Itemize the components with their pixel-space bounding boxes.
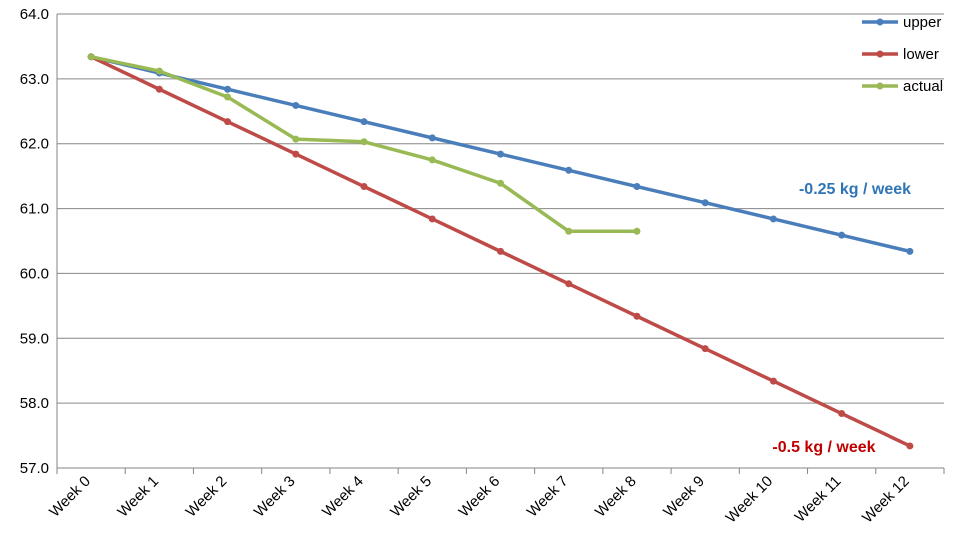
x-tick-label: Week 6 <box>456 473 504 521</box>
x-tick-label: Week 12 <box>859 473 913 527</box>
x-tick-label: Week 10 <box>723 473 777 527</box>
data-point-lower <box>838 410 846 418</box>
y-tick-label: 63.0 <box>20 71 49 88</box>
legend-marker <box>876 50 884 58</box>
annotation-lower-rate: -0.5 kg / week <box>772 439 875 456</box>
y-tick-label: 60.0 <box>20 265 49 282</box>
data-point-lower <box>360 183 368 191</box>
data-point-lower <box>224 118 232 126</box>
series-actual <box>87 53 641 235</box>
data-point-upper <box>224 85 232 93</box>
data-point-actual <box>633 227 641 235</box>
legend-item-upper: upper <box>862 14 941 31</box>
legend-item-lower: lower <box>862 46 939 63</box>
y-tick-label: 59.0 <box>20 330 49 347</box>
data-point-actual <box>155 67 163 75</box>
data-point-upper <box>838 231 846 239</box>
data-point-lower <box>906 442 914 450</box>
data-point-upper <box>633 183 641 191</box>
legend: upper lower actual <box>862 14 943 95</box>
y-tick-label: 61.0 <box>20 201 49 218</box>
annotations: -0.25 kg / week -0.5 kg / week <box>772 181 911 456</box>
data-point-actual <box>565 227 573 235</box>
y-tick-label: 64.0 <box>20 6 49 23</box>
x-tick-label: Week 11 <box>792 473 845 526</box>
data-point-lower <box>565 280 573 288</box>
data-point-upper <box>701 199 709 207</box>
data-point-actual <box>360 138 368 146</box>
data-point-upper <box>360 118 368 126</box>
data-point-upper <box>906 247 914 255</box>
data-point-lower <box>497 247 504 255</box>
x-tick-label: Week 0 <box>46 473 94 521</box>
series-lines <box>87 53 914 450</box>
x-tick-label: Week 3 <box>251 473 299 521</box>
gridlines <box>57 13 944 469</box>
data-point-actual <box>428 156 436 164</box>
data-point-upper <box>497 150 504 158</box>
y-tick-label: 58.0 <box>20 395 49 412</box>
legend-label: lower <box>903 46 939 63</box>
legend-item-actual: actual <box>862 78 943 95</box>
data-point-upper <box>769 215 777 223</box>
series-upper <box>87 53 914 255</box>
data-point-actual <box>87 53 95 61</box>
legend-label: upper <box>903 14 941 31</box>
series-lower <box>87 53 914 450</box>
data-point-actual <box>224 93 232 101</box>
data-point-upper <box>565 166 573 174</box>
data-point-upper <box>292 101 300 109</box>
x-tick-label: Week 7 <box>524 473 572 521</box>
legend-label: actual <box>903 78 943 95</box>
data-point-actual <box>292 135 300 143</box>
data-point-upper <box>428 134 436 142</box>
data-point-lower <box>701 345 709 353</box>
x-tick-label: Week 8 <box>592 473 640 521</box>
x-tick-label: Week 9 <box>660 473 708 521</box>
y-tick-label: 62.0 <box>20 136 49 153</box>
legend-marker <box>876 82 884 90</box>
data-point-lower <box>155 85 163 93</box>
data-point-lower <box>292 150 300 158</box>
legend-marker <box>876 18 884 26</box>
annotation-upper-rate: -0.25 kg / week <box>799 181 911 198</box>
data-point-lower <box>633 312 641 320</box>
data-point-lower <box>428 215 436 223</box>
x-tick-label: Week 5 <box>387 473 435 521</box>
data-point-lower <box>769 377 777 385</box>
x-tick-label: Week 2 <box>183 473 231 521</box>
x-tick-label: Week 1 <box>114 473 162 521</box>
x-tick-label: Week 4 <box>319 473 367 521</box>
y-tick-label: 57.0 <box>20 460 49 477</box>
data-point-actual <box>497 179 504 187</box>
